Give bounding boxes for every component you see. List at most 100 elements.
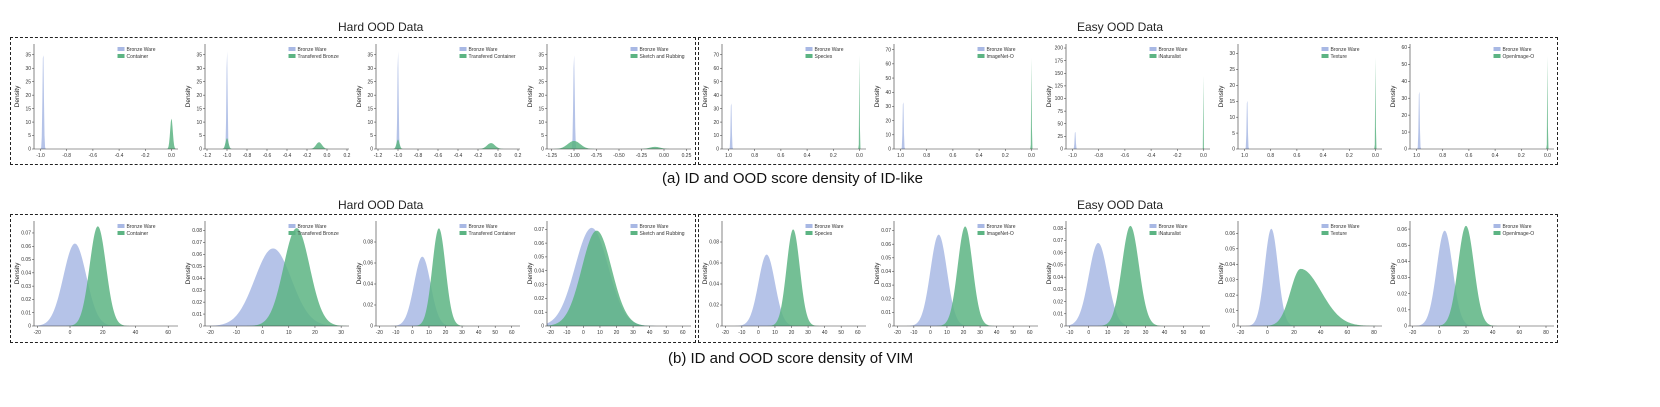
row-a-hard-box	[10, 37, 696, 165]
y-tick-label: 0.06	[21, 244, 31, 250]
panel-row1-0: -20 0 20 40 6000.010.020.030.040.050.060.07D…	[14, 221, 178, 336]
ood-density-area	[547, 230, 691, 326]
legend-ood-swatch	[1149, 54, 1157, 58]
legend-ood-label: Sketch and Rubbing	[640, 54, 685, 60]
x-tick-label: 0.2	[1346, 153, 1353, 159]
x-tick-label: 0.00	[659, 153, 669, 159]
y-tick-label: 0.01	[1397, 308, 1407, 314]
row-b-hard-box	[10, 214, 696, 343]
x-tick-label: -0.6	[434, 153, 443, 159]
x-tick-label: -0.2	[141, 153, 150, 159]
x-tick-label: -1.0	[1068, 153, 1077, 159]
x-tick-label: 40	[476, 330, 482, 336]
y-tick-label: 0.08	[363, 240, 373, 246]
y-tick-label: 0.06	[192, 252, 202, 258]
y-tick-label: 0	[716, 324, 719, 330]
y-axis-label: Density	[874, 85, 881, 107]
y-tick-label: 0.04	[534, 268, 544, 274]
x-tick-label: -1.0	[223, 153, 232, 159]
y-tick-label: 0.02	[1225, 293, 1235, 299]
y-tick-label: 0.02	[534, 296, 544, 302]
x-tick-label: -0.6	[263, 153, 272, 159]
x-tick-label: 30	[805, 330, 811, 336]
x-tick-label: 0.0	[1372, 153, 1379, 159]
y-tick-label: 30	[538, 66, 544, 72]
id-density-area	[1410, 91, 1554, 149]
legend-id-swatch	[1493, 47, 1501, 51]
y-axis-label: Density	[1218, 85, 1225, 107]
x-tick-label: 30	[977, 330, 983, 336]
y-tick-label: 20	[196, 93, 202, 99]
x-tick-label: 20	[312, 330, 318, 336]
id-density-area	[1238, 228, 1382, 326]
y-tick-label: 0	[1404, 147, 1407, 153]
x-tick-label: -10	[392, 330, 399, 336]
y-tick-label: 60	[1401, 45, 1407, 51]
y-tick-label: 0.02	[1053, 299, 1063, 305]
y-tick-label: 20	[885, 118, 891, 124]
y-tick-label: 25	[196, 79, 202, 85]
x-tick-label: 20	[789, 330, 795, 336]
ood-density-area	[1066, 75, 1210, 149]
y-tick-label: 0	[1232, 324, 1235, 330]
y-tick-label: 0.08	[1053, 226, 1063, 232]
x-tick-label: 0.4	[1492, 153, 1499, 159]
x-tick-label: 0.25	[682, 153, 692, 159]
ood-density-area	[722, 55, 866, 149]
ood-density-area	[1238, 57, 1382, 149]
legend-id-label: Bronze Ware	[469, 224, 498, 230]
y-tick-label: 20	[538, 93, 544, 99]
y-axis-label: Density	[702, 262, 709, 284]
y-tick-label: 0	[1060, 147, 1063, 153]
ood-density-area	[376, 139, 520, 149]
y-tick-label: 0	[716, 147, 719, 153]
ood-density-area	[722, 229, 866, 326]
y-axis-label: Density	[1218, 262, 1225, 284]
id-density-area	[1410, 230, 1554, 326]
y-axis-label: Density	[527, 262, 534, 284]
legend-ood-label: Transfered Container	[469, 231, 516, 237]
x-tick-label: 80	[1371, 330, 1377, 336]
x-tick-label: 60	[509, 330, 515, 336]
x-tick-label: 30	[459, 330, 465, 336]
legend-ood-label: iNaturalist	[1159, 54, 1182, 60]
y-tick-label: 0.06	[1397, 227, 1407, 233]
legend-id-label: Bronze Ware	[987, 224, 1016, 230]
ood-density-area	[205, 138, 349, 149]
x-tick-label: 10	[944, 330, 950, 336]
x-tick-label: 30	[1143, 330, 1149, 336]
y-tick-label: 0	[370, 324, 373, 330]
x-tick-label: -20	[376, 330, 383, 336]
legend-id-label: Bronze Ware	[298, 47, 327, 53]
y-tick-label: 0.01	[881, 310, 891, 316]
y-tick-label: 0.03	[1053, 287, 1063, 293]
x-tick-label: 20	[1291, 330, 1297, 336]
x-tick-label: -0.8	[414, 153, 423, 159]
x-tick-label: 0	[261, 330, 264, 336]
y-tick-label: 50	[1401, 62, 1407, 68]
ood-density-area	[1238, 268, 1382, 326]
y-tick-label: 20	[1229, 83, 1235, 89]
legend-id-swatch	[459, 47, 467, 51]
legend-ood-swatch	[459, 54, 467, 58]
legend-ood-label: Container	[127, 54, 149, 60]
legend-ood-label: ImageNet-O	[987, 231, 1014, 237]
x-tick-label: -0.25	[636, 153, 648, 159]
y-tick-label: 15	[196, 106, 202, 112]
x-tick-label: -0.4	[115, 153, 124, 159]
y-tick-label: 60	[885, 62, 891, 68]
y-tick-label: 0.04	[1225, 262, 1235, 268]
x-tick-label: -1.00	[568, 153, 580, 159]
x-tick-label: -0.4	[283, 153, 292, 159]
panel-row0-8: 1.0 0.8 0.6 0.4 0.2 0.0 0 10 20 30 40 50 60 Density Br…	[1390, 44, 1554, 159]
legend-ood-label: Transfered Bronze	[298, 54, 339, 60]
panel-row1-1: -20 -10 0 10 20 30 0 0.01 0.02 0.03 0.04 0.05 0.06 0.…	[185, 221, 349, 336]
x-tick-label: 0.4	[804, 153, 811, 159]
y-tick-label: 0.03	[1397, 275, 1407, 281]
